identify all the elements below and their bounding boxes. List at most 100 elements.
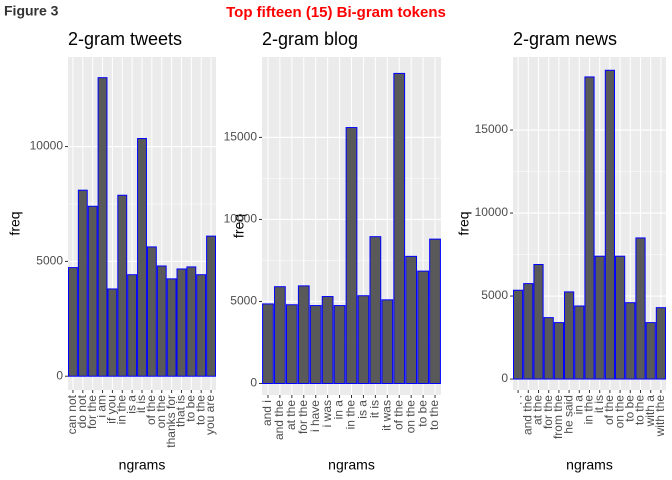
y-tick-label: 10000	[475, 205, 509, 219]
bar	[176, 268, 187, 377]
bar	[146, 246, 157, 377]
bar	[584, 76, 595, 380]
bar	[297, 285, 310, 385]
bar	[405, 255, 418, 385]
x-tick-label: from the	[551, 395, 565, 439]
x-tick-label: on the	[403, 400, 417, 434]
bar	[533, 264, 544, 380]
x-tick-label: to the	[193, 395, 207, 425]
bar	[625, 302, 636, 380]
panel-title: 2-gram blog	[262, 29, 358, 49]
y-tick-label: 5000	[36, 254, 63, 268]
bar	[285, 304, 298, 385]
x-tick-label: to be	[622, 395, 636, 422]
bar	[196, 274, 207, 377]
x-tick-label: for the	[85, 395, 99, 429]
bar	[107, 288, 118, 377]
x-tick-label: in a	[571, 395, 585, 415]
x-tick-label: for the	[541, 395, 555, 429]
x-tick-label: can not	[65, 394, 79, 434]
bar	[393, 72, 406, 385]
x-tick-label: that is	[174, 395, 188, 427]
x-tick-label: on the	[154, 395, 168, 429]
y-tick-label: 0	[56, 368, 63, 382]
bar	[615, 255, 626, 380]
bar	[369, 236, 382, 385]
bar	[97, 77, 108, 377]
x-axis-label: ngrams	[328, 457, 375, 473]
bar	[553, 322, 564, 380]
bar	[87, 205, 98, 377]
bar	[381, 299, 394, 385]
x-tick-label: to the	[633, 395, 647, 425]
x-tick-label: and the	[272, 400, 286, 440]
x-tick-label: you are	[203, 395, 217, 435]
bar	[594, 255, 605, 380]
bar	[186, 266, 197, 377]
bar	[604, 69, 615, 380]
bar	[166, 278, 177, 377]
x-axis-label: ngrams	[566, 457, 613, 473]
x-tick-label: in a	[332, 400, 346, 420]
x-tick-label: to be	[415, 400, 429, 427]
bar	[77, 189, 88, 377]
x-tick-label: in the	[114, 395, 128, 425]
figure-label: Figure 3	[4, 3, 59, 19]
bar	[357, 295, 370, 385]
x-tick-label: i was	[320, 400, 334, 427]
bar	[262, 303, 274, 385]
x-tick-label: on the	[612, 395, 626, 429]
x-tick-label: thanks for	[164, 395, 178, 448]
x-tick-label: of the	[391, 400, 405, 430]
x-tick-label: i am	[95, 395, 109, 418]
x-tick-label: with the	[653, 395, 667, 438]
bar	[635, 237, 646, 380]
bar	[206, 235, 217, 377]
bar	[117, 194, 128, 377]
bar	[274, 286, 286, 385]
bar	[309, 305, 322, 385]
x-tick-label: at the	[531, 395, 545, 425]
y-tick-label: 10000	[224, 212, 258, 226]
panel-title: 2-gram news	[513, 29, 617, 49]
bar	[645, 322, 656, 380]
x-tick-label: it is	[134, 395, 148, 413]
x-tick-label: with a	[643, 395, 657, 428]
y-axis-label: freq	[7, 211, 23, 235]
x-tick-label: in the	[344, 400, 358, 430]
bar	[543, 317, 554, 380]
y-axis-label: freq	[231, 214, 247, 238]
bar	[345, 127, 358, 385]
bar	[333, 305, 346, 385]
y-axis-label: freq	[456, 211, 472, 235]
bar	[417, 270, 429, 385]
bar	[156, 265, 167, 377]
x-tick-label: of the	[144, 395, 158, 425]
y-tick-label: 5000	[230, 294, 257, 308]
bar	[523, 283, 534, 380]
x-tick-label: it was	[379, 400, 393, 431]
y-tick-label: 0	[501, 371, 508, 385]
x-tick-label: it is	[368, 400, 382, 418]
x-tick-label: it is	[592, 395, 606, 413]
x-tick-label: he said	[561, 395, 575, 434]
panel-title: 2-gram tweets	[68, 29, 182, 49]
y-tick-label: 0	[250, 376, 257, 390]
bar	[321, 296, 334, 385]
x-tick-label: i have	[308, 400, 322, 432]
x-tick-label: do not	[75, 394, 89, 428]
x-tick-label: to be	[184, 395, 198, 422]
x-tick-label: of the	[602, 395, 616, 425]
bar	[564, 291, 575, 380]
x-tick-label: in the	[582, 395, 596, 425]
x-tick-label: and i	[260, 400, 274, 426]
x-tick-label: and the	[520, 395, 534, 435]
x-tick-label: for the	[296, 400, 310, 434]
figure-title: Top fifteen (15) Bi-gram tokens	[226, 4, 446, 21]
y-tick-label: 5000	[481, 288, 508, 302]
bar	[127, 274, 138, 377]
x-tick-label: is a	[124, 395, 138, 414]
x-tick-label: . .	[510, 395, 524, 405]
y-tick-label: 15000	[475, 122, 509, 136]
